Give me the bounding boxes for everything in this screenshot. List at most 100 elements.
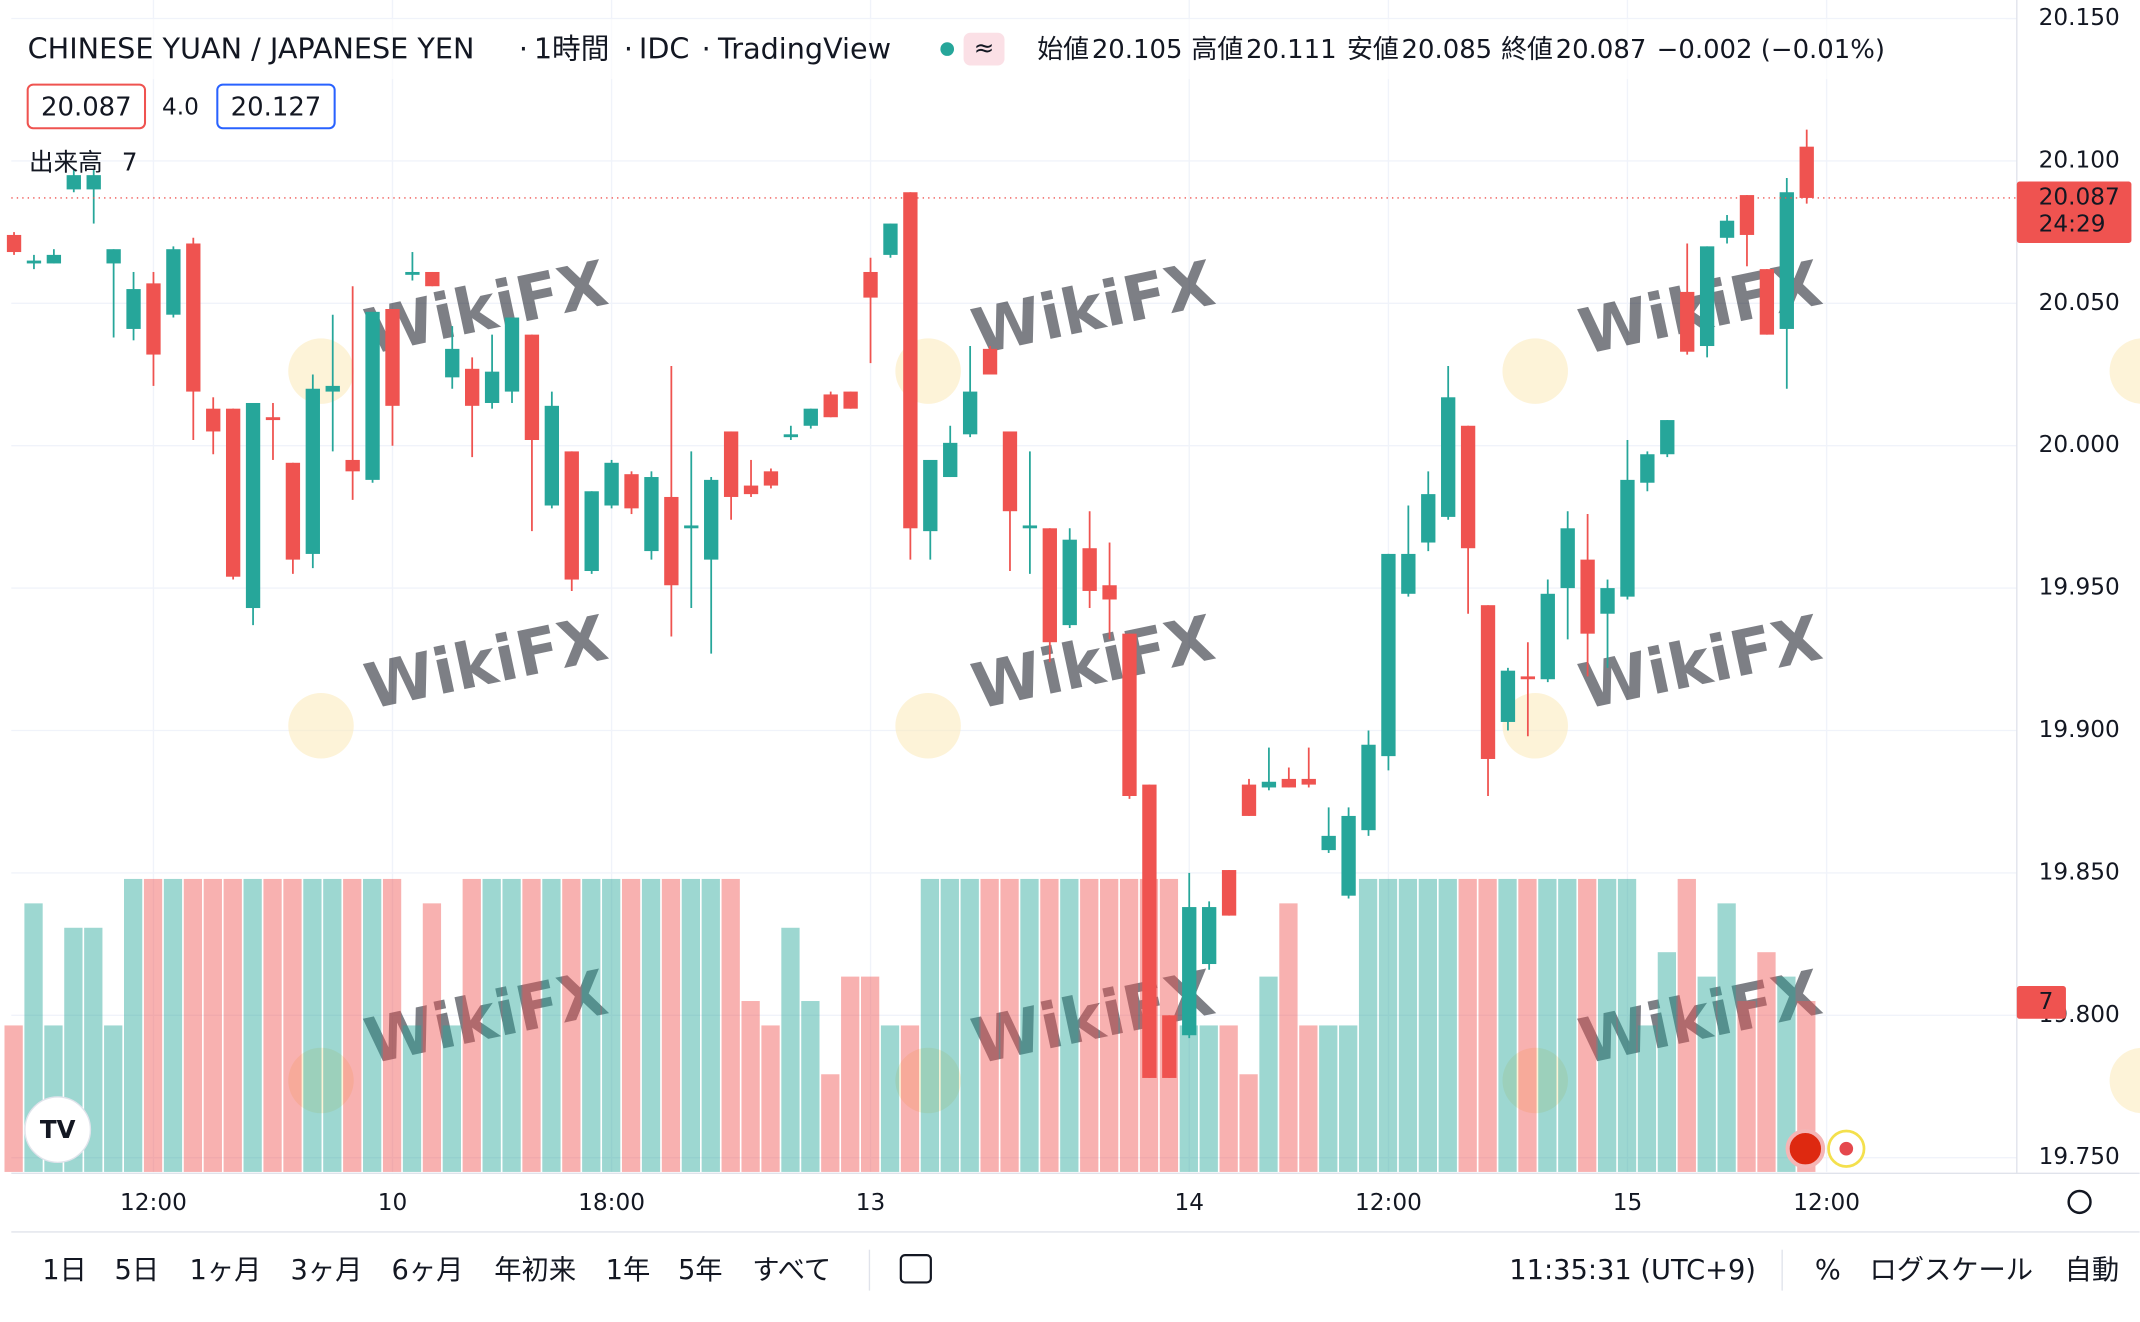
range-button[interactable]: 5年	[678, 1255, 723, 1286]
volume-bar	[343, 878, 362, 1172]
volume-bar	[1637, 1025, 1657, 1172]
flag-cn[interactable]	[1785, 1128, 1826, 1169]
candle-body	[723, 431, 739, 497]
candle-body	[883, 223, 898, 255]
percent-toggle[interactable]: %	[1815, 1255, 1841, 1286]
bid-box[interactable]	[26, 83, 147, 130]
candle-body	[1759, 269, 1775, 335]
spread: 4.0	[162, 93, 199, 120]
candle-body	[1182, 907, 1197, 1036]
candle-body	[982, 348, 998, 375]
volume-bar	[1179, 1025, 1198, 1172]
candle-body	[245, 402, 261, 609]
volume-bar	[602, 878, 621, 1172]
candle-body	[1321, 835, 1336, 851]
volume-bar	[1080, 878, 1099, 1172]
date-range-icon[interactable]	[899, 1254, 932, 1284]
candle-body	[46, 254, 62, 264]
candle-body	[1241, 784, 1257, 816]
ask-price: 20.127	[231, 92, 322, 122]
candle-body	[564, 451, 579, 580]
candle-body	[345, 459, 360, 472]
last-price-box	[2016, 181, 2132, 243]
volume-bar	[681, 878, 701, 1172]
volume-bar	[1119, 878, 1139, 1172]
volume-bar	[841, 976, 860, 1172]
candle-body	[903, 192, 918, 529]
candle-body	[1600, 588, 1615, 614]
candle-body	[1799, 146, 1814, 198]
open-label: 始値	[1037, 35, 1089, 65]
range-button[interactable]: 1年	[606, 1255, 651, 1286]
interval[interactable]: 1時間	[534, 31, 610, 65]
volume-bar	[1597, 878, 1617, 1172]
volume-bar	[1558, 878, 1577, 1172]
clock[interactable]: 11:35:31 (UTC+9)	[1509, 1255, 1756, 1286]
watermark-logo	[2109, 1047, 2140, 1114]
volume-bar	[1418, 878, 1437, 1172]
close-label: 終値	[1501, 35, 1553, 65]
volume-bar	[223, 878, 242, 1172]
settings-icon[interactable]	[2067, 1189, 2092, 1215]
y-tick-label: 20.000	[2039, 431, 2120, 458]
candle-body	[923, 459, 938, 532]
range-button[interactable]: 1日	[42, 1255, 87, 1286]
y-tick-label: 19.900	[2039, 716, 2120, 743]
candle-body	[1480, 605, 1496, 759]
volume-bar	[860, 976, 880, 1172]
candle-body	[1460, 425, 1476, 549]
candle-body	[1361, 744, 1376, 831]
candle-body	[763, 471, 779, 486]
market-status[interactable]	[940, 42, 955, 56]
volume-bars	[4, 878, 1816, 1172]
range-button[interactable]: 5日	[115, 1255, 160, 1286]
symbol-title[interactable]: CHINESE YUAN / JAPANESE YEN	[28, 31, 475, 65]
auto-toggle[interactable]: 自動	[2065, 1255, 2120, 1286]
watermark-logo	[288, 338, 354, 404]
candle-body	[1680, 291, 1695, 352]
volume-bar	[621, 878, 641, 1172]
candle-body	[1201, 907, 1217, 965]
x-tick-label: 12:00	[1793, 1189, 1860, 1216]
candle-body	[803, 408, 818, 426]
low-value: 20.085	[1402, 35, 1493, 65]
delay-badge[interactable]	[963, 32, 1005, 66]
volume-bar	[104, 1025, 123, 1172]
volume-bar	[900, 1025, 920, 1172]
volume-bar	[422, 903, 442, 1172]
range-button[interactable]: すべて	[752, 1255, 831, 1286]
candle-body	[146, 283, 161, 355]
volume-bar	[462, 878, 481, 1172]
candle-body	[465, 368, 480, 406]
log-toggle[interactable]: ログスケール	[1869, 1255, 2033, 1286]
range-button[interactable]: 6ヶ月	[391, 1255, 463, 1286]
candle-body	[206, 408, 221, 432]
candle-body	[6, 234, 22, 253]
candle-body	[823, 394, 838, 418]
volume-bar	[183, 878, 203, 1172]
volume-bar	[382, 878, 402, 1172]
volume-bar	[721, 878, 740, 1172]
volume-bar	[442, 1025, 461, 1172]
candle-body	[1520, 676, 1536, 680]
volume-bar	[203, 878, 222, 1172]
candle-body	[1719, 220, 1735, 238]
close-value: 20.087	[1556, 35, 1647, 65]
volume-bar	[502, 878, 521, 1172]
volume-bar	[701, 878, 720, 1172]
volume-bar	[1578, 878, 1597, 1172]
range-button[interactable]: 3ヶ月	[291, 1255, 363, 1286]
ask-box[interactable]	[216, 83, 336, 130]
volume-bar	[960, 878, 979, 1172]
range-button[interactable]: 1ヶ月	[190, 1255, 262, 1286]
candle-body	[106, 249, 121, 264]
range-button[interactable]: 年初来	[494, 1255, 576, 1286]
volume-bar	[1219, 1025, 1238, 1172]
tradingview-logo[interactable]	[24, 1096, 92, 1164]
volume-bar	[283, 878, 302, 1172]
axes: 19.75019.80019.85019.90019.95020.00020.0…	[120, 4, 2132, 1216]
candle-body	[843, 391, 858, 409]
candle-body	[26, 260, 42, 264]
watermark-logo	[2109, 338, 2140, 404]
